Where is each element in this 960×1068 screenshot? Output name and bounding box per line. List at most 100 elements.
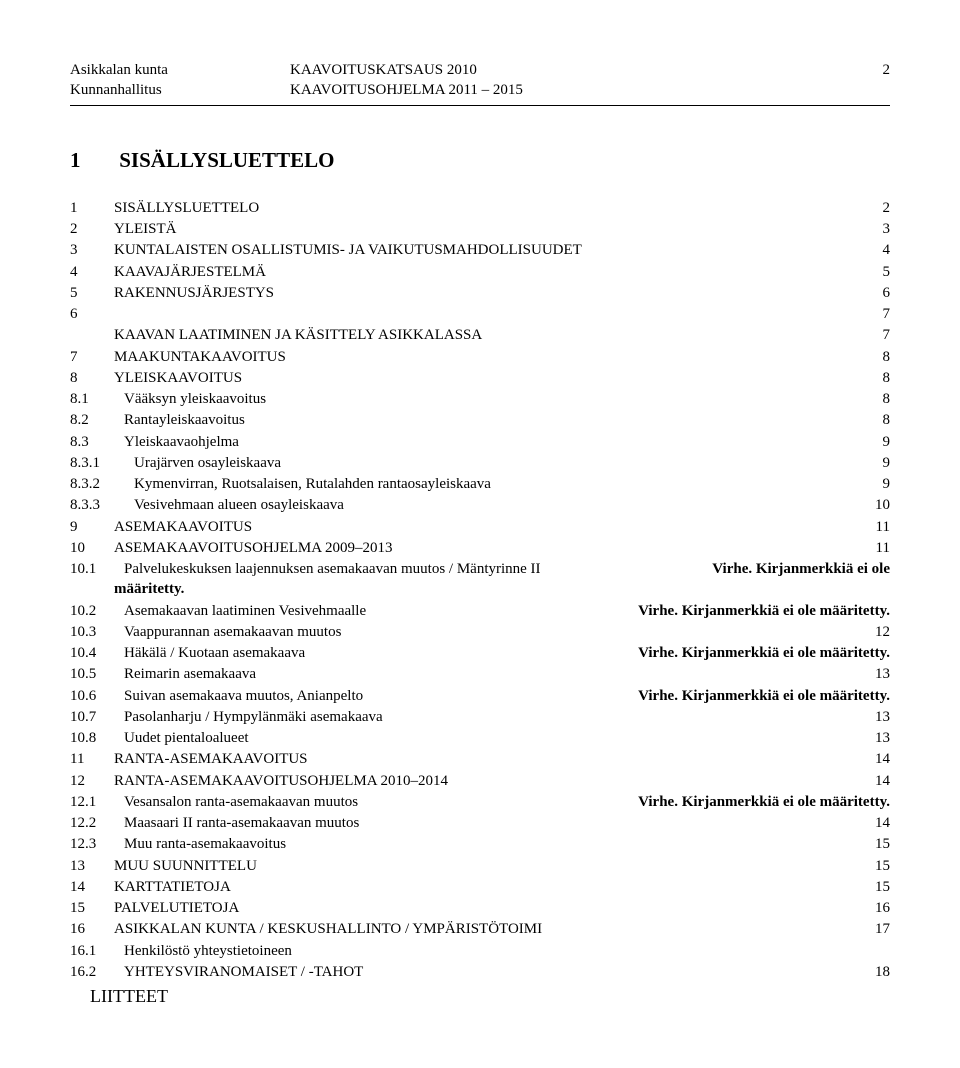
toc-page: 4	[875, 240, 891, 260]
toc-label: Kymenvirran, Ruotsalaisen, Rutalahden ra…	[134, 474, 491, 494]
toc-row: 12.2Maasaari II ranta-asemakaavan muutos…	[70, 813, 890, 833]
toc-page: 3	[875, 219, 891, 239]
toc-row: 8.3.1Urajärven osayleiskaava9	[70, 453, 890, 473]
toc-label: Urajärven osayleiskaava	[134, 453, 281, 473]
toc-row: 5RAKENNUSJÄRJESTYS 6	[70, 283, 890, 303]
toc-label: YLEISTÄ	[114, 219, 177, 239]
toc-label: PALVELUTIETOJA	[114, 898, 239, 918]
toc-row: 8.3.3Vesivehmaan alueen osayleiskaava10	[70, 495, 890, 515]
toc-row: 10.2Asemakaavan laatiminen Vesivehmaalle…	[70, 601, 890, 621]
toc-page: 18	[867, 962, 890, 982]
toc-label: KAAVAJÄRJESTELMÄ	[114, 262, 266, 282]
toc-page: 9	[875, 432, 891, 452]
main-title-text: SISÄLLYSLUETTELO	[119, 148, 334, 172]
toc-number: 12.3	[70, 834, 124, 854]
toc-label: ASEMAKAAVOITUS	[114, 517, 252, 537]
toc-page: 14	[867, 771, 890, 791]
toc-row: 8YLEISKAAVOITUS8	[70, 368, 890, 388]
toc-number: 12.1	[70, 792, 124, 812]
toc-page: 5	[875, 262, 891, 282]
toc-label: Pasolanharju / Hympylänmäki asemakaava	[124, 707, 383, 727]
toc-number: 5	[70, 283, 114, 303]
toc-number: 9	[70, 517, 114, 537]
toc-number: 12.2	[70, 813, 124, 833]
toc-label: Vesansalon ranta-asemakaavan muutos	[124, 792, 358, 812]
toc-row: KAAVAN LAATIMINEN JA KÄSITTELY ASIKKALAS…	[70, 325, 890, 345]
toc-page: Virhe. Kirjanmerkkiä ei ole määritetty.	[630, 601, 890, 621]
toc-page: Virhe. Kirjanmerkkiä ei ole määritetty.	[630, 792, 890, 812]
toc-row: 16.2YHTEYSVIRANOMAISET / -TAHOT 18	[70, 962, 890, 982]
toc-label: Yleiskaavaohjelma	[124, 432, 239, 452]
toc-row: 15PALVELUTIETOJA16	[70, 898, 890, 918]
toc-label: Uudet pientaloalueet	[124, 728, 249, 748]
toc-number: 8.3.1	[70, 453, 134, 473]
toc-row: 9ASEMAKAAVOITUS11	[70, 517, 890, 537]
toc-number: 16.2	[70, 962, 124, 982]
toc-row: 8.3.2Kymenvirran, Ruotsalaisen, Rutalahd…	[70, 474, 890, 494]
toc-row: 14KARTTATIETOJA15	[70, 877, 890, 897]
toc-page: 15	[867, 834, 890, 854]
toc-page: 13	[867, 707, 890, 727]
toc-number: 13	[70, 856, 114, 876]
toc-label: Asemakaavan laatiminen Vesivehmaalle	[124, 601, 366, 621]
toc-page: 17	[867, 919, 890, 939]
main-title: 1 SISÄLLYSLUETTELO	[70, 146, 890, 174]
main-title-num: 1	[70, 146, 114, 174]
toc-label: KUNTALAISTEN OSALLISTUMIS- JA VAIKUTUSMA…	[114, 240, 582, 260]
toc-page: Virhe. Kirjanmerkkiä ei ole	[704, 559, 890, 579]
toc-label: Vääksyn yleiskaavoitus	[124, 389, 266, 409]
toc-row: 12.1Vesansalon ranta-asemakaavan muutos V…	[70, 792, 890, 812]
toc-row: 10.5Reimarin asemakaava 13	[70, 664, 890, 684]
toc-number: 10.5	[70, 664, 124, 684]
toc-row: 10.7Pasolanharju / Hympylänmäki asemakaa…	[70, 707, 890, 727]
toc-number: 4	[70, 262, 114, 282]
liitteet: LIITTEET	[70, 984, 890, 1008]
toc-number: 10.8	[70, 728, 124, 748]
toc-page: 14	[867, 813, 890, 833]
toc-page: 9	[875, 474, 891, 494]
toc-label: ASEMAKAAVOITUSOHJELMA 2009–2013	[114, 538, 393, 558]
toc-label: YHTEYSVIRANOMAISET / -TAHOT	[124, 962, 363, 982]
toc-number: 16	[70, 919, 114, 939]
toc-page: 8	[875, 368, 891, 388]
toc-page: 12	[867, 622, 890, 642]
toc-number: 12	[70, 771, 114, 791]
toc-page-continuation: määritetty.	[114, 579, 890, 599]
toc-label: RANTA-ASEMAKAAVOITUS	[114, 749, 308, 769]
toc-number: 1	[70, 198, 114, 218]
toc-label: Vesivehmaan alueen osayleiskaava	[134, 495, 344, 515]
toc-row: 12.3Muu ranta-asemakaavoitus15	[70, 834, 890, 854]
toc-row: 10.4Häkälä / Kuotaan asemakaavaVirhe. Ki…	[70, 643, 890, 663]
toc-row: 10ASEMAKAAVOITUSOHJELMA 2009–201311	[70, 538, 890, 558]
toc-label: KAAVAN LAATIMINEN JA KÄSITTELY ASIKKALAS…	[114, 325, 482, 345]
toc-row: 8.2Rantayleiskaavoitus8	[70, 410, 890, 430]
toc-row: 10.3Vaappurannan asemakaavan muutos12	[70, 622, 890, 642]
toc-page: 15	[867, 856, 890, 876]
toc-page: 14	[867, 749, 890, 769]
toc-page: Virhe. Kirjanmerkkiä ei ole määritetty.	[630, 643, 890, 663]
toc-label: RAKENNUSJÄRJESTYS	[114, 283, 274, 303]
toc-page: 6	[875, 283, 891, 303]
toc-page: 11	[868, 538, 890, 558]
toc-label: Reimarin asemakaava	[124, 664, 256, 684]
toc-page: 10	[867, 495, 890, 515]
toc-number: 10.4	[70, 643, 124, 663]
toc-page: 8	[875, 347, 891, 367]
toc-label: ASIKKALAN KUNTA / KESKUSHALLINTO / YMPÄR…	[114, 919, 542, 939]
toc-number: 7	[70, 347, 114, 367]
toc-page: 16	[867, 898, 890, 918]
toc-row: 10.1Palvelukeskuksen laajennuksen asemak…	[70, 559, 890, 579]
toc-number: 2	[70, 219, 114, 239]
page-number: 2	[883, 60, 891, 80]
toc-label: Suivan asemakaava muutos, Anianpelto	[124, 686, 363, 706]
toc-label: KARTTATIETOJA	[114, 877, 231, 897]
toc-number: 8.2	[70, 410, 124, 430]
toc-number: 10.6	[70, 686, 124, 706]
toc-row: 12RANTA-ASEMAKAAVOITUSOHJELMA 2010–20141…	[70, 771, 890, 791]
toc-page: 13	[867, 664, 890, 684]
toc-label: Maasaari II ranta-asemakaavan muutos	[124, 813, 359, 833]
toc-label: MAAKUNTAKAAVOITUS	[114, 347, 286, 367]
header-left-1: Asikkalan kunta	[70, 60, 290, 80]
header-left-2: Kunnanhallitus	[70, 80, 290, 100]
toc-number: 10.1	[70, 559, 124, 579]
